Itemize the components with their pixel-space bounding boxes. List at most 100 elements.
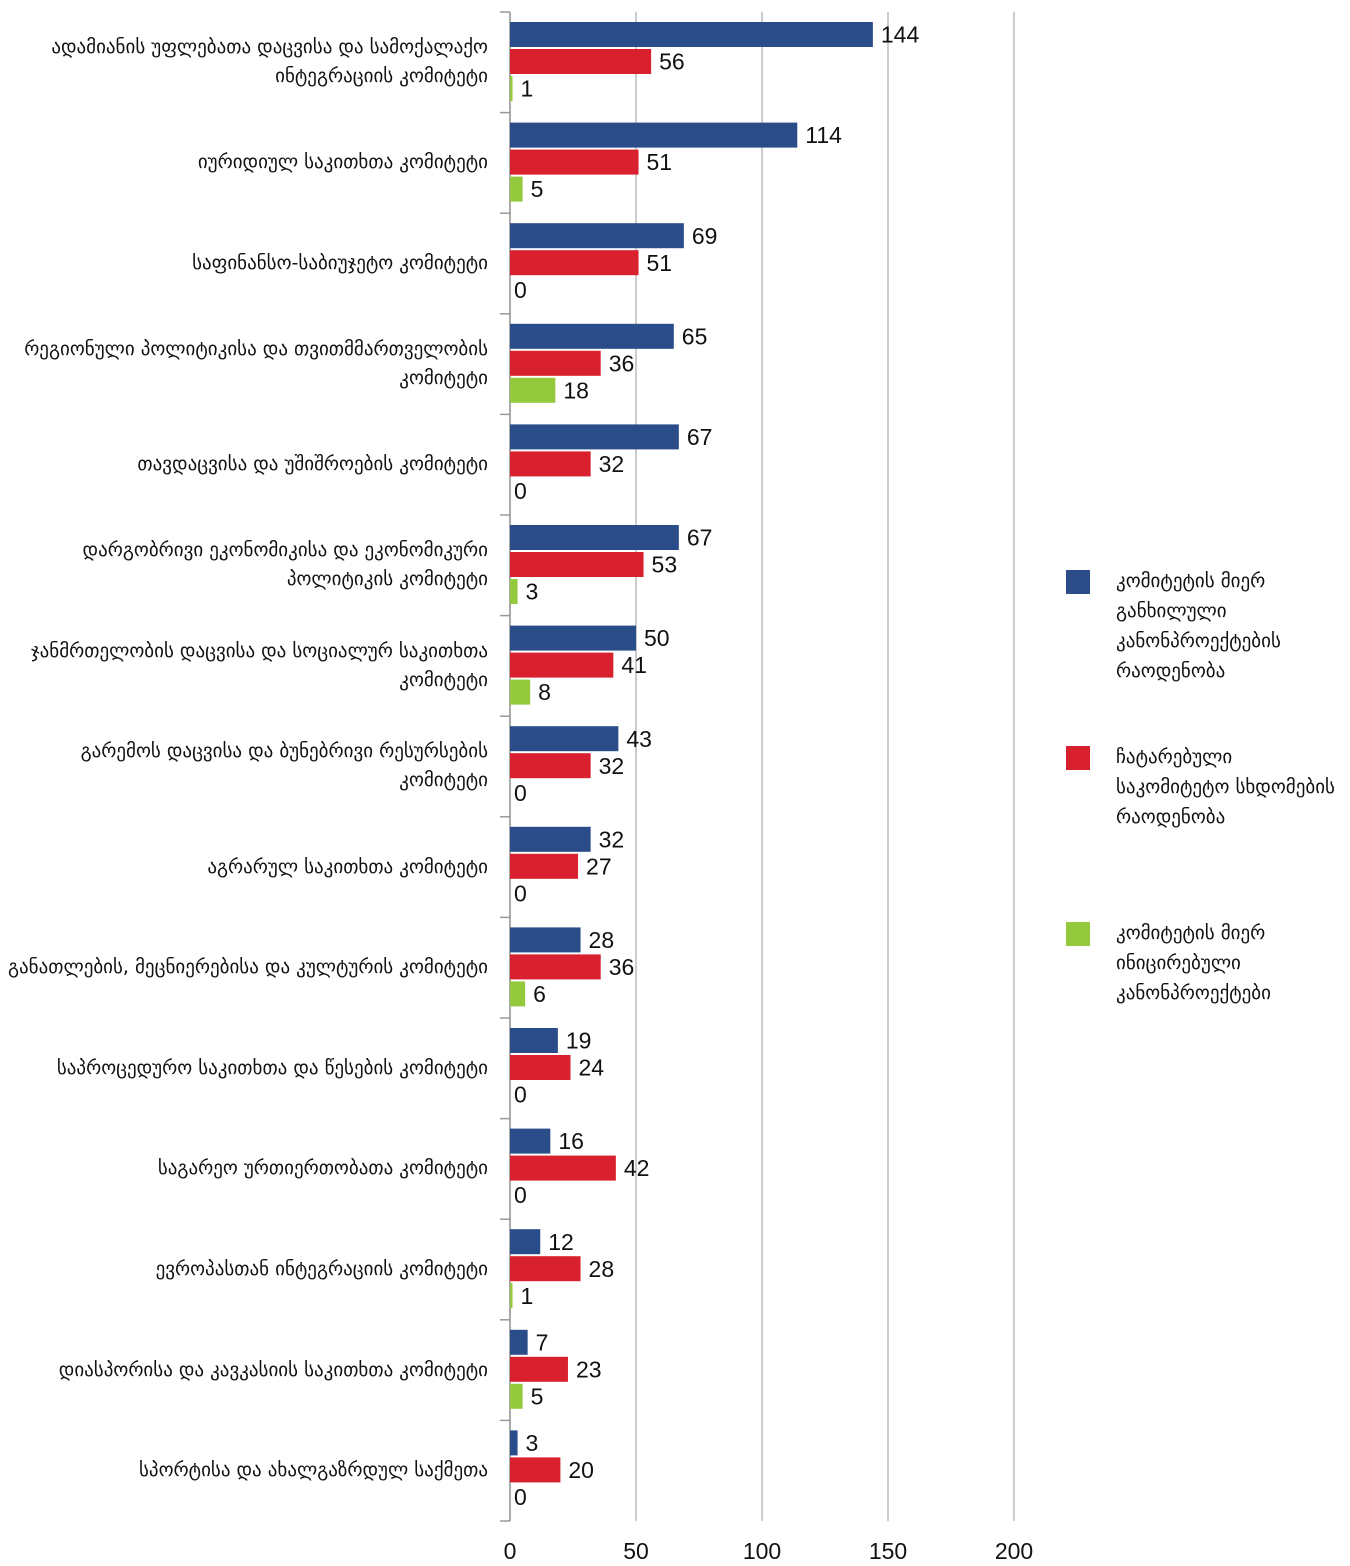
bar xyxy=(510,679,531,705)
value-label: 144 xyxy=(881,22,920,48)
bar xyxy=(510,525,679,550)
value-label: 0 xyxy=(514,780,527,806)
value-label: 3 xyxy=(526,1430,539,1456)
y-tick-label: აგრარულ საკითხთა კომიტეტი xyxy=(207,855,488,878)
legend-label: კომიტეტის მიერ განხილული კანონპროექტების… xyxy=(1116,570,1281,682)
bar xyxy=(510,1055,571,1080)
bar xyxy=(510,1028,558,1053)
value-label: 42 xyxy=(624,1155,650,1181)
bar xyxy=(510,49,652,74)
bar xyxy=(510,1283,513,1309)
legend-label: ჩატარებული საკომიტეტო სხდომების რაოდენობ… xyxy=(1116,746,1335,828)
bar xyxy=(510,927,581,953)
y-tick-label: საგარეო ურთიერთობათა კომიტეტი xyxy=(157,1157,488,1180)
value-label: 24 xyxy=(578,1055,604,1081)
bar xyxy=(510,323,674,349)
y-tick-label: განათლების, მეცნიერებისა და კულტურის კომ… xyxy=(7,956,488,979)
value-label: 50 xyxy=(644,625,670,651)
x-tick-label: 100 xyxy=(743,1538,781,1564)
value-label: 12 xyxy=(548,1229,574,1255)
value-label: 53 xyxy=(652,552,678,578)
y-tick-label: საპროცედურო საკითხთა და წესების კომიტეტი xyxy=(56,1056,488,1079)
bar xyxy=(510,149,639,175)
value-label: 32 xyxy=(599,826,625,852)
value-label: 8 xyxy=(538,679,551,705)
bar xyxy=(510,22,873,47)
value-label: 27 xyxy=(586,853,612,879)
bar xyxy=(510,625,636,651)
bar xyxy=(510,652,614,678)
bar xyxy=(510,552,644,577)
y-tick-label: იურიდიულ საკითხთა კომიტეტი xyxy=(197,151,488,174)
value-label: 51 xyxy=(647,149,673,175)
value-label: 28 xyxy=(589,927,615,953)
value-label: 16 xyxy=(558,1128,584,1154)
x-tick-label: 0 xyxy=(504,1538,517,1564)
value-label: 0 xyxy=(514,1484,527,1510)
value-label: 114 xyxy=(805,122,842,148)
bar xyxy=(510,1383,523,1409)
value-label: 0 xyxy=(514,1182,527,1208)
y-tick-label: ევროპასთან ინტეგრაციის კომიტეტი xyxy=(155,1257,488,1280)
value-label: 65 xyxy=(682,323,708,349)
value-label: 36 xyxy=(609,954,635,980)
value-label: 19 xyxy=(566,1028,592,1054)
value-label: 0 xyxy=(514,277,527,303)
bar xyxy=(510,250,639,276)
bar xyxy=(510,122,798,148)
legend-swatch xyxy=(1066,746,1090,770)
value-label: 0 xyxy=(514,478,527,504)
bar xyxy=(510,1155,616,1181)
y-tick-label: საფინანსო-საბიუჯეტო კომიტეტი xyxy=(192,251,488,274)
y-tick-label: დიასპორისა და კავკასიის საკითხთა კომიტეტ… xyxy=(58,1358,488,1381)
value-label: 28 xyxy=(589,1256,615,1282)
x-tick-label: 50 xyxy=(623,1538,649,1564)
y-tick-label: ჯანმრთელობის დაცვისა და სოციალურ საკითხთ… xyxy=(31,639,488,691)
bar xyxy=(510,1329,528,1355)
bar xyxy=(510,76,513,101)
value-label: 36 xyxy=(609,350,635,376)
value-label: 51 xyxy=(647,250,673,276)
value-label: 6 xyxy=(533,981,546,1007)
bar xyxy=(510,853,579,879)
y-tick-label: დარგობრივი ეკონომიკისა და ეკონომიკური პო… xyxy=(82,539,488,591)
y-tick-label: ადამიანის უფლებათა დაცვისა და სამოქალაქო… xyxy=(51,36,488,88)
y-tick-label: თავდაცვისა და უშიშროების კომიტეტი xyxy=(137,453,488,476)
value-label: 7 xyxy=(536,1329,549,1355)
value-label: 32 xyxy=(599,753,625,779)
value-label: 1 xyxy=(521,1283,534,1309)
bar xyxy=(510,1229,541,1255)
value-label: 43 xyxy=(626,726,652,752)
bar xyxy=(510,954,601,980)
bar xyxy=(510,1430,518,1456)
value-label: 5 xyxy=(531,1383,544,1409)
bar xyxy=(510,451,591,477)
bar xyxy=(510,350,601,376)
value-label: 67 xyxy=(687,525,713,551)
bar xyxy=(510,176,523,202)
y-tick-label: სპორტისა და ახალგაზრდულ საქმეთა xyxy=(139,1459,488,1482)
value-label: 32 xyxy=(599,451,625,477)
value-label: 20 xyxy=(568,1457,594,1483)
bar xyxy=(510,1356,568,1382)
value-label: 67 xyxy=(687,424,713,450)
value-label: 1 xyxy=(521,76,534,102)
value-label: 18 xyxy=(563,377,589,403)
bar xyxy=(510,826,591,852)
bar xyxy=(510,981,526,1007)
legend-swatch xyxy=(1066,922,1090,946)
x-tick-label: 150 xyxy=(869,1538,907,1564)
bar xyxy=(510,1457,561,1483)
value-label: 0 xyxy=(514,1082,527,1108)
bar xyxy=(510,1256,581,1282)
bar xyxy=(510,377,556,403)
value-label: 41 xyxy=(621,652,647,678)
bar xyxy=(510,726,619,752)
bar xyxy=(510,579,518,604)
legend-swatch xyxy=(1066,570,1090,594)
value-label: 0 xyxy=(514,880,527,906)
bar xyxy=(510,1128,551,1154)
bar xyxy=(510,753,591,779)
